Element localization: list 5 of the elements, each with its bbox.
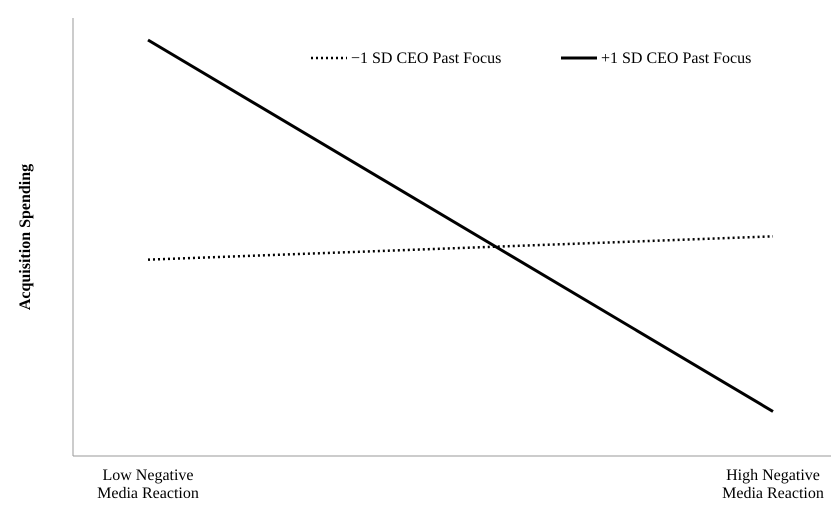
legend-label: +1 SD CEO Past Focus <box>601 50 752 67</box>
x-tick-label: Low Negative Media Reaction <box>97 467 199 502</box>
y-axis-title: Acquisition Spending <box>17 164 34 310</box>
x-tick-label: High Negative Media Reaction <box>722 467 824 502</box>
legend-label: −1 SD CEO Past Focus <box>351 50 502 67</box>
